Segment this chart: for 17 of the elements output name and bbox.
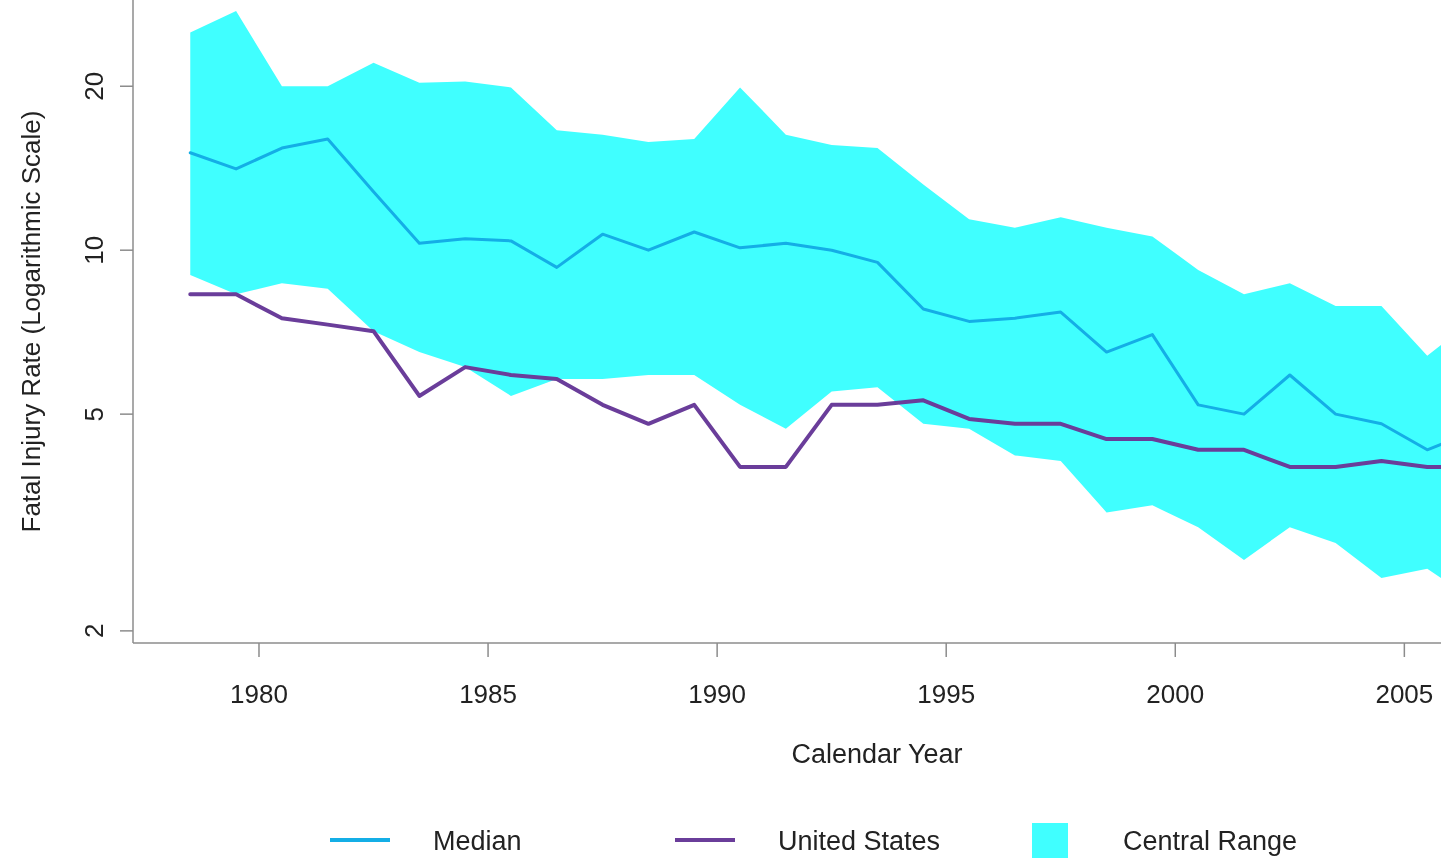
line-series (188, 292, 1441, 469)
line-series (188, 137, 1441, 452)
legend-label: Median (433, 826, 522, 856)
y-tick-label: 2 (79, 623, 109, 639)
y-axis-title: Fatal Injury Rate (Logarithmic Scale) (16, 110, 46, 533)
x-tick-label: 1995 (917, 679, 976, 709)
y-tick-label: 20 (79, 71, 109, 101)
y-tick-label: 5 (79, 406, 109, 422)
x-tick-label: 2000 (1146, 679, 1205, 709)
x-axis-title: Calendar Year (791, 739, 963, 769)
x-tick-label: 1985 (459, 679, 517, 709)
legend-label: United States (778, 826, 941, 856)
x-tick-label: 1980 (230, 679, 288, 709)
x-tick-label: 1990 (688, 679, 747, 709)
y-tick-label: 10 (79, 235, 109, 265)
x-tick-label: 2005 (1375, 679, 1434, 709)
legend-label: Central Range (1123, 826, 1298, 856)
